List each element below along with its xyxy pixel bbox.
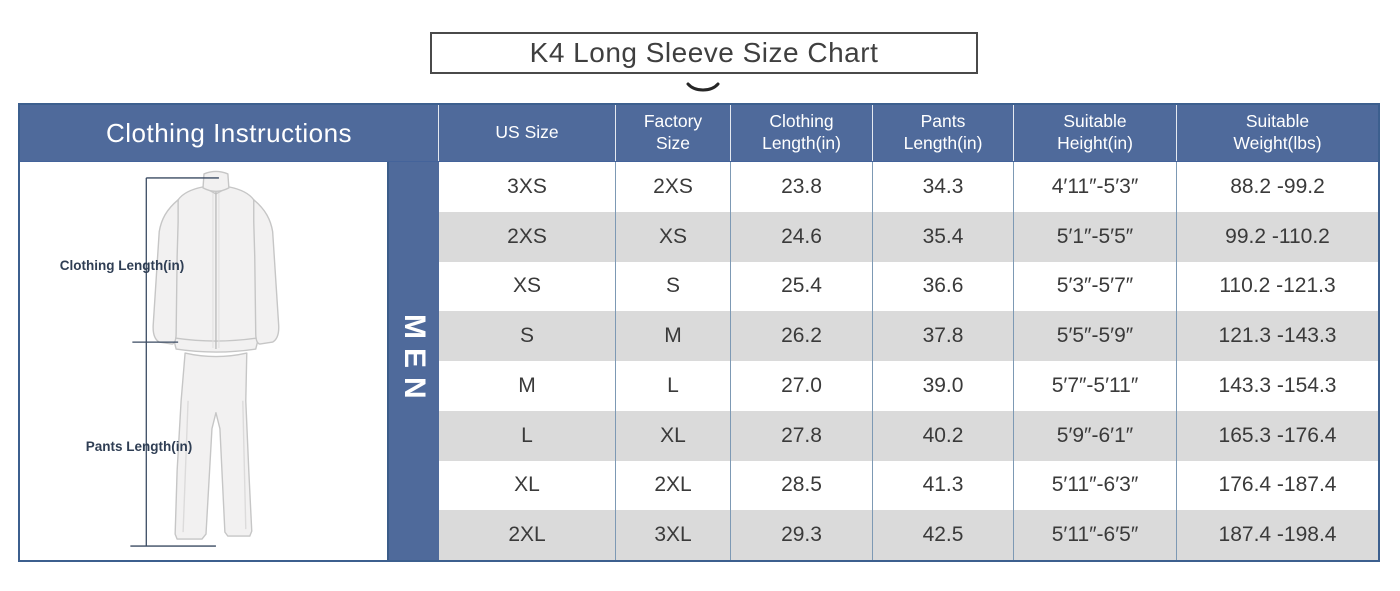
table-cell: XS xyxy=(512,274,541,298)
table-cell: 5′11″-6′5″ xyxy=(1013,510,1176,560)
table-cell: 88.2 -99.2 xyxy=(1176,162,1378,212)
table-cell: 28.5 xyxy=(730,460,872,511)
table-cell: 2XL xyxy=(615,460,730,511)
chart-title: K4 Long Sleeve Size Chart xyxy=(529,37,879,68)
table-cell: 176.4 -187.4 xyxy=(1176,460,1378,511)
table-cell: M xyxy=(615,311,730,361)
column-header: Suitable Height(in) xyxy=(1013,105,1176,161)
table-row: M L 27.0 39.0 5′7″-5′11″ 143.3 -154.3 xyxy=(439,361,1378,411)
table-cell: 5′3″-5′7″ xyxy=(1013,261,1176,312)
column-header: US Size xyxy=(495,122,559,143)
table-cell: 37.8 xyxy=(872,311,1013,361)
column-header: Clothing Length(in) xyxy=(730,105,872,161)
pants-outline xyxy=(174,352,253,540)
table-cell: 3XL xyxy=(615,510,730,560)
table-cell: 143.3 -154.3 xyxy=(1176,361,1378,411)
table-cell: 187.4 -198.4 xyxy=(1176,510,1378,560)
table-row: 2XL 3XL 29.3 42.5 5′11″-6′5″ 187.4 -198.4 xyxy=(439,510,1378,560)
squiggle-icon xyxy=(686,82,720,92)
table-cell: 165.3 -176.4 xyxy=(1176,410,1378,461)
table-cell: L xyxy=(615,361,730,411)
tracksuit-illustration xyxy=(130,170,280,547)
table-cell: 2XL xyxy=(508,523,546,547)
table-cell: 25.4 xyxy=(730,261,872,312)
clothing-instructions-header: Clothing Instructions xyxy=(20,105,439,161)
table-row: L XL 27.8 40.2 5′9″-6′1″ 165.3 -176.4 xyxy=(439,410,1378,461)
table-cell: XS xyxy=(615,211,730,262)
table-cell: 26.2 xyxy=(730,311,872,361)
table-cell: 5′9″-6′1″ xyxy=(1013,410,1176,461)
pants-length-label: Pants Length(in) xyxy=(85,439,193,454)
table-row: S M 26.2 37.8 5′5″-5′9″ 121.3 -143.3 xyxy=(439,311,1378,361)
column-header: Pants Length(in) xyxy=(872,105,1013,161)
table-cell: 36.6 xyxy=(872,261,1013,312)
table-cell: 5′7″-5′11″ xyxy=(1013,361,1176,411)
table-cell: 5′1″-5′5″ xyxy=(1013,211,1176,262)
table-cell: 5′5″-5′9″ xyxy=(1013,311,1176,361)
table-cell: 34.3 xyxy=(872,162,1013,212)
table-cell: 110.2 -121.3 xyxy=(1176,261,1378,312)
table-cell: L xyxy=(521,423,533,447)
gender-label: MEN xyxy=(398,314,431,408)
table-cell: 5′11″-6′3″ xyxy=(1013,460,1176,511)
table-cell: M xyxy=(518,373,536,397)
table-cell: 2XS xyxy=(507,224,547,248)
table-header-row: Clothing Instructions US Size Factory Siz… xyxy=(20,105,1378,162)
table-cell: XL xyxy=(615,410,730,461)
clothing-illustration-panel: Clothing Length(in) Pants Length(in) xyxy=(20,162,389,560)
table-cell: S xyxy=(519,324,534,348)
table-body: Clothing Length(in) Pants Length(in) MEN… xyxy=(20,162,1378,560)
table-cell: 39.0 xyxy=(872,361,1013,411)
gender-band: MEN xyxy=(389,162,439,560)
left-sleeve xyxy=(152,199,179,345)
column-header: Suitable Weight(lbs) xyxy=(1176,105,1378,161)
collar xyxy=(202,170,230,193)
table-cell: 23.8 xyxy=(730,162,872,212)
table-cell: 3XS xyxy=(507,174,547,198)
table-cell: 42.5 xyxy=(872,510,1013,560)
table-cell: 99.2 -110.2 xyxy=(1176,211,1378,262)
table-cell: 35.4 xyxy=(872,211,1013,262)
size-table: Clothing Instructions US Size Factory Siz… xyxy=(18,103,1380,562)
table-cell: 27.0 xyxy=(730,361,872,411)
clothing-length-label: Clothing Length(in) xyxy=(59,258,185,273)
table-row: 2XS XS 24.6 35.4 5′1″-5′5″ 99.2 -110.2 xyxy=(439,211,1378,262)
right-sleeve xyxy=(253,199,280,345)
table-row: XL 2XL 28.5 41.3 5′11″-6′3″ 176.4 -187.4 xyxy=(439,460,1378,511)
table-cell: S xyxy=(615,261,730,312)
column-header: Factory Size xyxy=(615,105,730,161)
table-cell: 29.3 xyxy=(730,510,872,560)
table-cell: XL xyxy=(514,473,540,497)
table-cell: 41.3 xyxy=(872,460,1013,511)
table-cell: 4′11″-5′3″ xyxy=(1013,162,1176,212)
table-cell: 24.6 xyxy=(730,211,872,262)
table-cell: 40.2 xyxy=(872,410,1013,461)
table-row: XS S 25.4 36.6 5′3″-5′7″ 110.2 -121.3 xyxy=(439,261,1378,312)
table-row: 3XS 2XS 23.8 34.3 4′11″-5′3″ 88.2 -99.2 xyxy=(439,162,1378,212)
table-cell: 121.3 -143.3 xyxy=(1176,311,1378,361)
chart-title-box: K4 Long Sleeve Size Chart xyxy=(430,32,978,74)
table-cell: 2XS xyxy=(615,162,730,212)
table-cell: 27.8 xyxy=(730,410,872,461)
data-rows: 3XS 2XS 23.8 34.3 4′11″-5′3″ 88.2 -99.2 2XS XS 2… xyxy=(439,162,1378,560)
